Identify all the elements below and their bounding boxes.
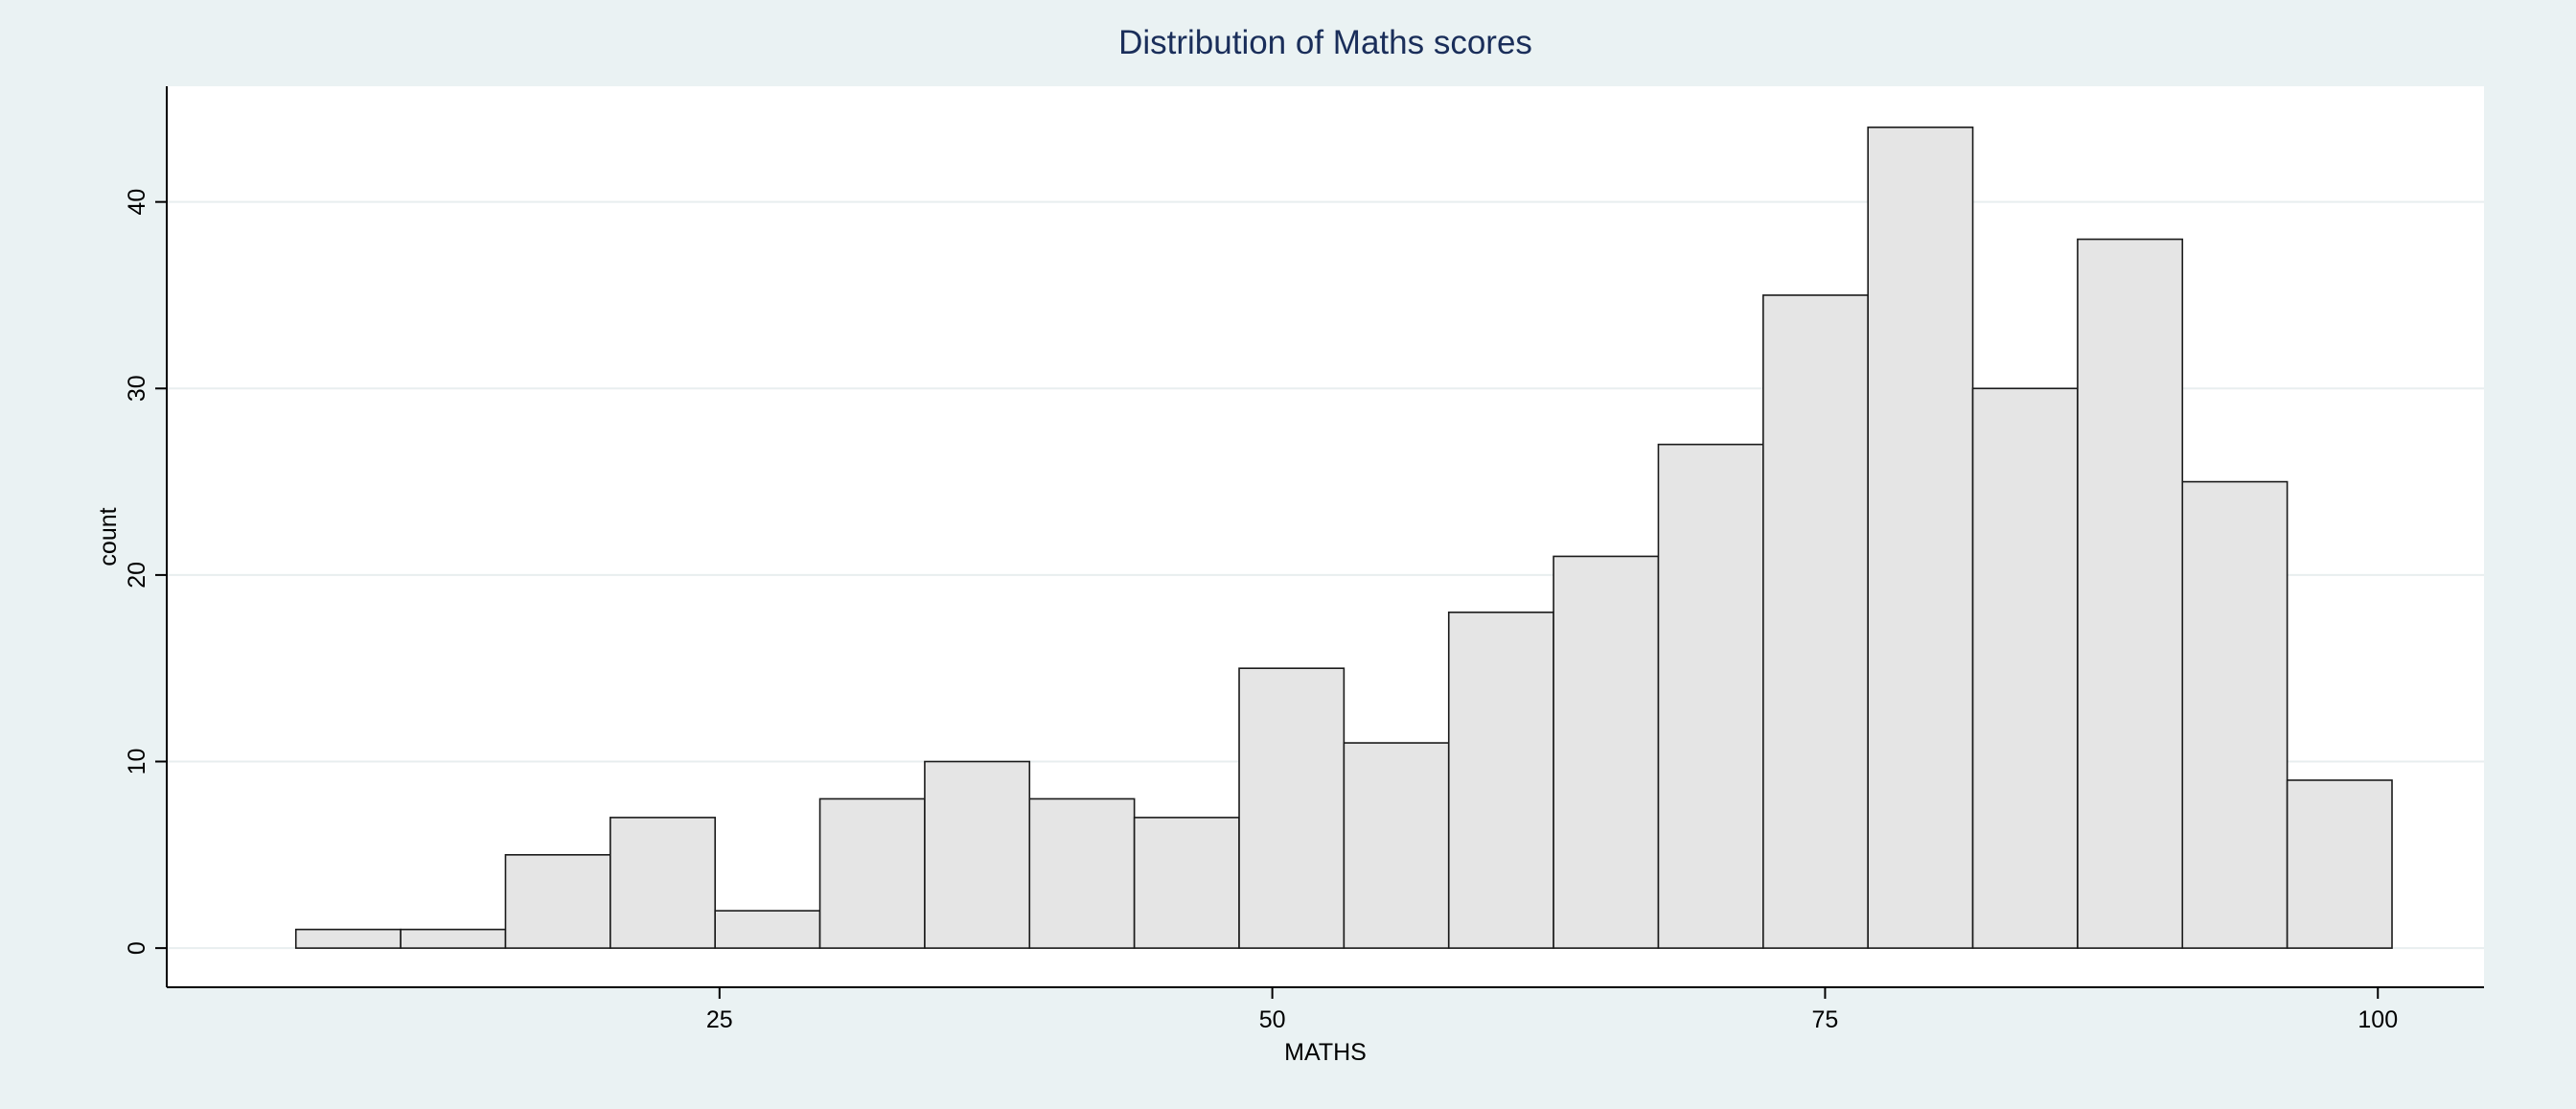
histogram-bar bbox=[1867, 127, 1974, 949]
histogram-bar bbox=[504, 854, 611, 949]
y-ticks: 0 10 20 30 40 bbox=[124, 189, 167, 955]
x-tick-label: 50 bbox=[1259, 1006, 1286, 1033]
x-tick-label: 75 bbox=[1812, 1006, 1839, 1033]
histogram-bar bbox=[924, 760, 1031, 949]
x-tick-label: 25 bbox=[706, 1006, 733, 1033]
y-tick-label: 10 bbox=[124, 749, 150, 775]
chart-title: Distribution of Maths scores bbox=[1118, 24, 1532, 61]
histogram-bar bbox=[1552, 555, 1660, 949]
y-axis-label: count bbox=[95, 507, 122, 566]
y-tick-label: 30 bbox=[124, 375, 150, 402]
histogram-bar bbox=[1343, 742, 1450, 949]
histogram-bar bbox=[610, 817, 716, 949]
histogram-bar bbox=[1133, 817, 1240, 949]
histogram-bar bbox=[818, 797, 926, 949]
histogram-bar bbox=[1447, 612, 1554, 949]
histogram-bar bbox=[1762, 294, 1869, 949]
histogram-bar bbox=[1657, 443, 1764, 949]
histogram-bar bbox=[2077, 238, 2184, 949]
histogram-bar bbox=[1238, 667, 1346, 949]
y-tick-label: 20 bbox=[124, 562, 150, 589]
histogram-bar bbox=[294, 928, 402, 949]
histogram-bar bbox=[1971, 387, 2079, 949]
bars bbox=[294, 127, 2393, 949]
x-axis-label: MATHS bbox=[1284, 1039, 1367, 1066]
histogram-bar bbox=[714, 910, 821, 949]
y-tick-label: 0 bbox=[124, 941, 150, 955]
histogram-bar bbox=[400, 928, 507, 949]
histogram-bar bbox=[1028, 797, 1136, 949]
histogram-bar bbox=[2181, 480, 2288, 949]
x-tick-label: 100 bbox=[2358, 1006, 2398, 1033]
x-ticks: 25 50 75 100 bbox=[706, 987, 2398, 1033]
histogram-bar bbox=[2286, 779, 2393, 949]
y-tick-label: 40 bbox=[124, 189, 150, 216]
